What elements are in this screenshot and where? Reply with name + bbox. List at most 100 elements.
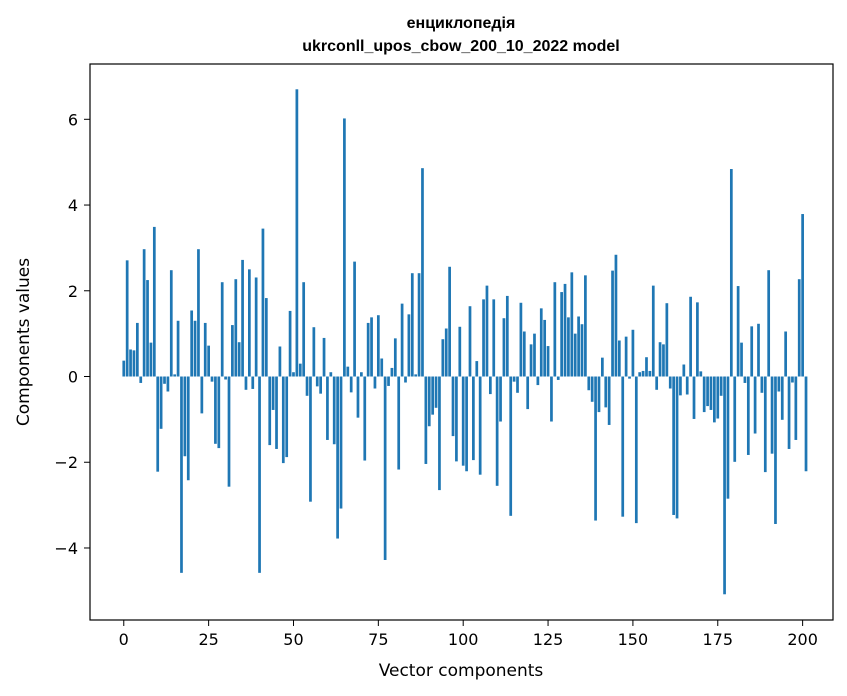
bar-107 [485, 285, 489, 377]
bar-125 [546, 346, 550, 377]
bar-102 [468, 306, 472, 377]
bar-116 [516, 376, 519, 393]
bar-35 [241, 259, 244, 377]
bar-178 [726, 376, 730, 499]
bar-85 [410, 273, 414, 377]
bar-115 [512, 376, 516, 382]
bar-142 [604, 376, 608, 408]
bar-19 [186, 376, 190, 481]
bars [122, 89, 808, 595]
y-axis-label: Components values [14, 258, 34, 426]
bar-21 [193, 320, 197, 377]
bar-48 [285, 376, 289, 458]
x-tick-label: 0 [119, 630, 129, 649]
bar-28 [217, 376, 221, 449]
bar-133 [573, 333, 577, 377]
bar-114 [509, 376, 513, 516]
bar-101 [465, 376, 468, 472]
bar-62 [332, 376, 336, 445]
bar-46 [278, 346, 282, 377]
bar-184 [746, 376, 750, 455]
bar-53 [302, 282, 306, 377]
bar-55 [309, 376, 312, 502]
bar-167 [689, 296, 692, 377]
bar-54 [305, 376, 309, 396]
bar-64 [339, 376, 343, 509]
bar-77 [383, 376, 387, 560]
bar-190 [767, 270, 771, 377]
bar-106 [482, 299, 485, 377]
bar-100 [461, 376, 465, 466]
bar-51 [295, 89, 299, 377]
bar-119 [526, 376, 530, 410]
bar-132 [570, 272, 574, 377]
bar-185 [750, 326, 754, 377]
bar-134 [577, 316, 580, 377]
bar-201 [804, 376, 808, 472]
bar-92 [434, 376, 438, 408]
bar-56 [312, 327, 316, 377]
bar-63 [336, 376, 339, 539]
bar-180 [733, 376, 737, 462]
bar-176 [719, 376, 723, 396]
y-axis-ticks: −4 −2 0 2 4 6 [54, 110, 90, 558]
bar-43 [268, 376, 272, 446]
bar-165 [682, 364, 686, 377]
y-tick-label: 6 [68, 110, 78, 129]
bar-188 [760, 376, 764, 393]
bar-103 [472, 376, 475, 461]
bar-9 [152, 226, 156, 377]
bar-126 [550, 376, 553, 422]
bar-79 [390, 367, 394, 377]
bar-87 [417, 273, 421, 377]
bar-191 [770, 376, 774, 454]
bar-47 [281, 376, 285, 464]
bar-90 [427, 376, 431, 427]
bar-175 [716, 376, 720, 419]
plot-frame [89, 63, 834, 621]
bar-6 [142, 249, 146, 377]
bar-194 [780, 376, 784, 420]
bar-99 [458, 326, 462, 377]
bar-136 [584, 275, 587, 377]
bar-145 [614, 254, 618, 377]
bar-11 [159, 376, 163, 429]
bar-15 [173, 374, 177, 377]
bar-70 [360, 372, 363, 377]
bar-93 [438, 376, 441, 491]
y-tick-label: −2 [54, 453, 78, 472]
bar-147 [621, 376, 625, 517]
bar-149 [628, 376, 631, 379]
bar-0 [122, 360, 126, 377]
bar-41 [261, 228, 265, 377]
bar-163 [675, 376, 679, 519]
chart-title-line-2: ukrconll_upos_cbow_200_10_2022 model [302, 38, 619, 55]
bar-168 [692, 376, 696, 419]
bar-177 [723, 376, 726, 595]
bar-14 [169, 270, 173, 377]
bar-130 [563, 283, 567, 377]
bar-29 [220, 282, 224, 377]
bar-111 [499, 376, 502, 422]
bar-34 [237, 342, 241, 377]
bar-187 [757, 323, 760, 377]
bar-8 [149, 342, 153, 377]
bar-30 [224, 376, 227, 380]
bar-23 [200, 376, 204, 414]
bar-105 [478, 376, 482, 475]
x-tick-label: 200 [787, 630, 818, 649]
bar-189 [763, 376, 767, 473]
bar-123 [539, 308, 543, 377]
bar-150 [631, 329, 635, 377]
bar-151 [634, 376, 638, 524]
bar-18 [183, 376, 187, 457]
bar-88 [421, 168, 424, 377]
x-tick-label: 125 [533, 630, 564, 649]
bar-12 [163, 376, 166, 384]
bar-68 [353, 261, 356, 377]
bar-91 [431, 376, 435, 415]
y-tick-label: 2 [68, 282, 78, 301]
bar-117 [519, 302, 523, 377]
bar-159 [662, 344, 665, 377]
x-tick-label: 75 [368, 630, 388, 649]
